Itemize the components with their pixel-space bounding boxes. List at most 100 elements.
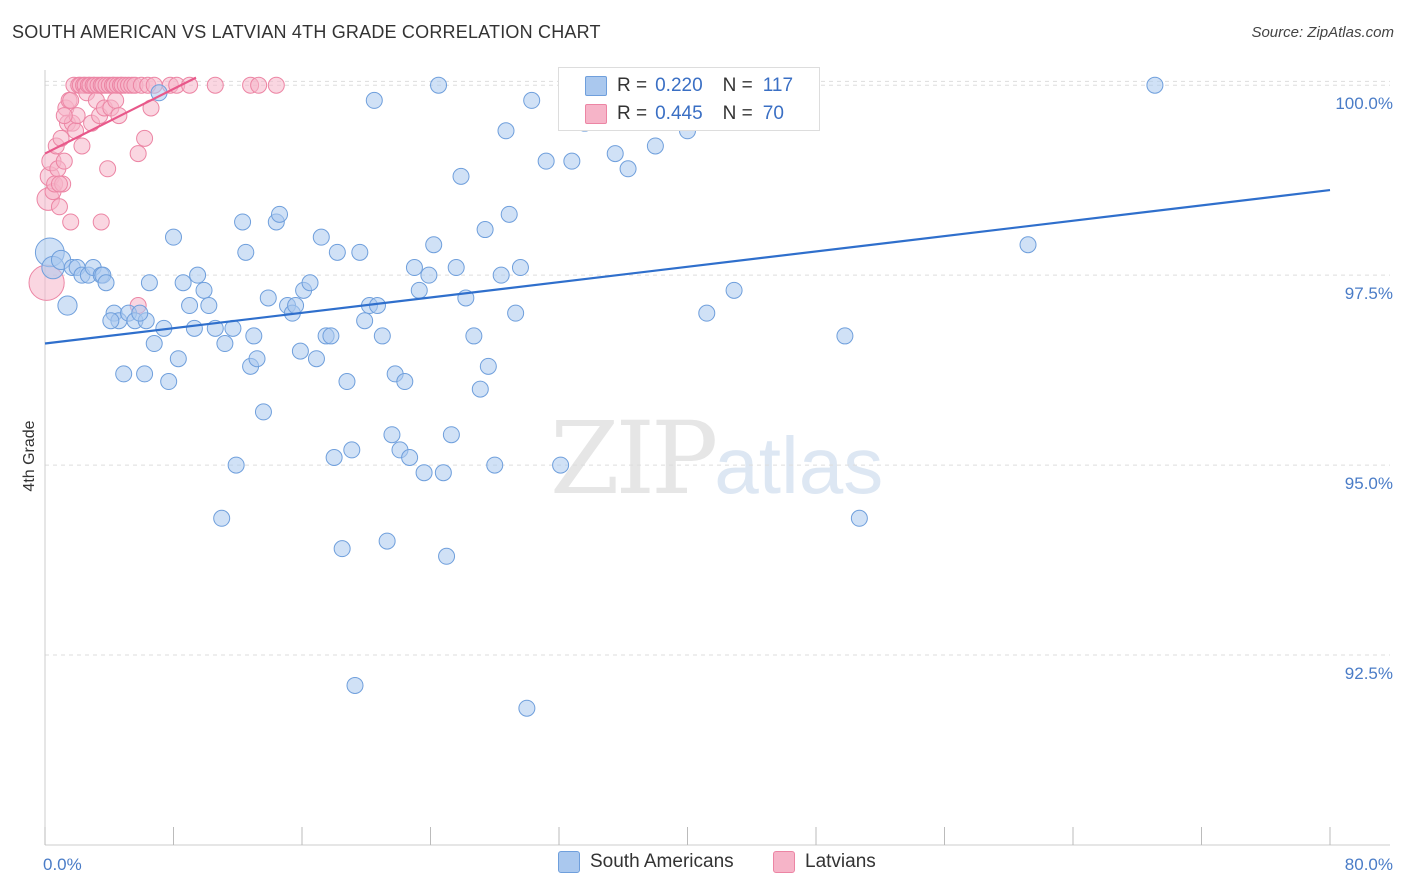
legend-label-south-americans: South Americans [590, 851, 734, 872]
legend-row-south-americans: R = 0.220 N = 117 [585, 73, 793, 99]
south-americans-point [447, 259, 465, 277]
south-americans-point [396, 373, 414, 391]
y-tick-label: 95.0% [1345, 474, 1393, 493]
legend-item-south-americans[interactable]: South Americans [558, 851, 734, 873]
legend-swatch-blue [585, 76, 607, 96]
south-americans-point [850, 509, 868, 527]
south-americans-points [34, 76, 1164, 717]
south-americans-point [343, 441, 361, 459]
south-americans-point [365, 91, 383, 109]
south-americans-point [410, 281, 428, 299]
south-americans-point [328, 243, 346, 261]
south-americans-point [725, 281, 743, 299]
latvians-point [107, 91, 125, 109]
south-americans-point [420, 266, 438, 284]
south-americans-point [248, 350, 266, 368]
x-tick-label: 80.0% [1345, 855, 1393, 874]
south-americans-point [181, 297, 199, 315]
south-americans-point [169, 350, 187, 368]
south-americans-point [438, 547, 456, 565]
south-americans-point [401, 449, 419, 466]
y-tick-label: 100.0% [1335, 94, 1393, 113]
latvians-point [206, 76, 224, 94]
latvians-point [99, 160, 117, 178]
south-americans-point [237, 243, 255, 261]
south-americans-point [486, 456, 504, 474]
south-americans-point [552, 456, 570, 474]
axes [44, 70, 1390, 846]
south-americans-point [301, 274, 319, 292]
south-americans-point [189, 266, 207, 284]
y-tick-label: 92.5% [1345, 664, 1393, 683]
south-americans-point [452, 167, 470, 185]
south-americans-point [497, 122, 515, 140]
south-americans-point [378, 532, 396, 550]
south-americans-point [425, 236, 443, 254]
watermark-zip: ZIP [550, 400, 718, 517]
south-americans-point [1146, 76, 1164, 94]
south-americans-point [102, 312, 120, 330]
legend-item-latvians[interactable]: Latvians [773, 851, 876, 873]
south-americans-point [234, 213, 252, 231]
south-americans-point [1019, 236, 1037, 254]
south-americans-point [442, 426, 460, 444]
latvians-point [55, 107, 73, 125]
latvians-point [73, 137, 91, 155]
south-americans-point [160, 373, 178, 391]
legend-swatch-latvians [773, 851, 795, 873]
latvians-point [50, 175, 68, 193]
south-americans-point [405, 259, 423, 277]
south-americans-point [430, 76, 448, 94]
south-americans-point [287, 297, 305, 315]
south-americans-point [254, 403, 272, 421]
legend-swatch-pink [585, 104, 607, 124]
south-americans-point [271, 205, 289, 223]
south-americans-point [698, 304, 716, 322]
latvians-point [62, 213, 80, 231]
chart-title: SOUTH AMERICAN VS LATVIAN 4TH GRADE CORR… [12, 22, 601, 42]
south-americans-point [511, 259, 529, 277]
south-americans-point [185, 319, 203, 337]
south-americans-point [338, 373, 356, 391]
legend-r-label-1: R = [617, 75, 648, 96]
south-americans-point [200, 297, 218, 315]
south-americans-point [115, 365, 133, 383]
latvians-points [28, 76, 285, 315]
south-americans-point [165, 228, 182, 246]
south-americans-point [619, 160, 637, 178]
latvians-point [55, 152, 73, 170]
south-americans-point [434, 464, 452, 482]
south-americans-point [131, 304, 149, 322]
south-americans-point [245, 327, 263, 345]
south-americans-point [195, 281, 213, 299]
south-americans-point [57, 295, 78, 316]
south-americans-point [216, 335, 234, 353]
legend-n-label-1: N = [722, 75, 753, 96]
south-americans-point [518, 699, 536, 717]
south-americans-point [537, 152, 555, 170]
south-americans-point [479, 357, 497, 375]
south-americans-point [383, 426, 401, 444]
south-americans-point [213, 509, 231, 527]
y-axis-label: 4th Grade [21, 420, 38, 491]
south-americans-point [500, 205, 518, 223]
south-americans-point [606, 145, 624, 163]
south-americans-point [523, 91, 541, 109]
south-americans-point [145, 335, 163, 353]
legend-r-value-2: 0.445 [655, 103, 703, 124]
chart-source: Source: ZipAtlas.com [1251, 24, 1394, 41]
legend-label-latvians: Latvians [805, 851, 876, 872]
south-americans-point [563, 152, 581, 170]
latvians-point [136, 129, 154, 147]
latvians-point [62, 91, 80, 109]
latvians-point [267, 76, 285, 94]
x-tick-label: 0.0% [43, 855, 82, 874]
south-americans-point [471, 380, 489, 398]
south-americans-trend-line [44, 188, 1331, 345]
south-americans-point [465, 327, 483, 345]
south-americans-point [307, 350, 325, 368]
south-americans-point [373, 327, 391, 345]
legend-n-label-2: N = [722, 103, 753, 124]
south-americans-point [136, 365, 154, 383]
